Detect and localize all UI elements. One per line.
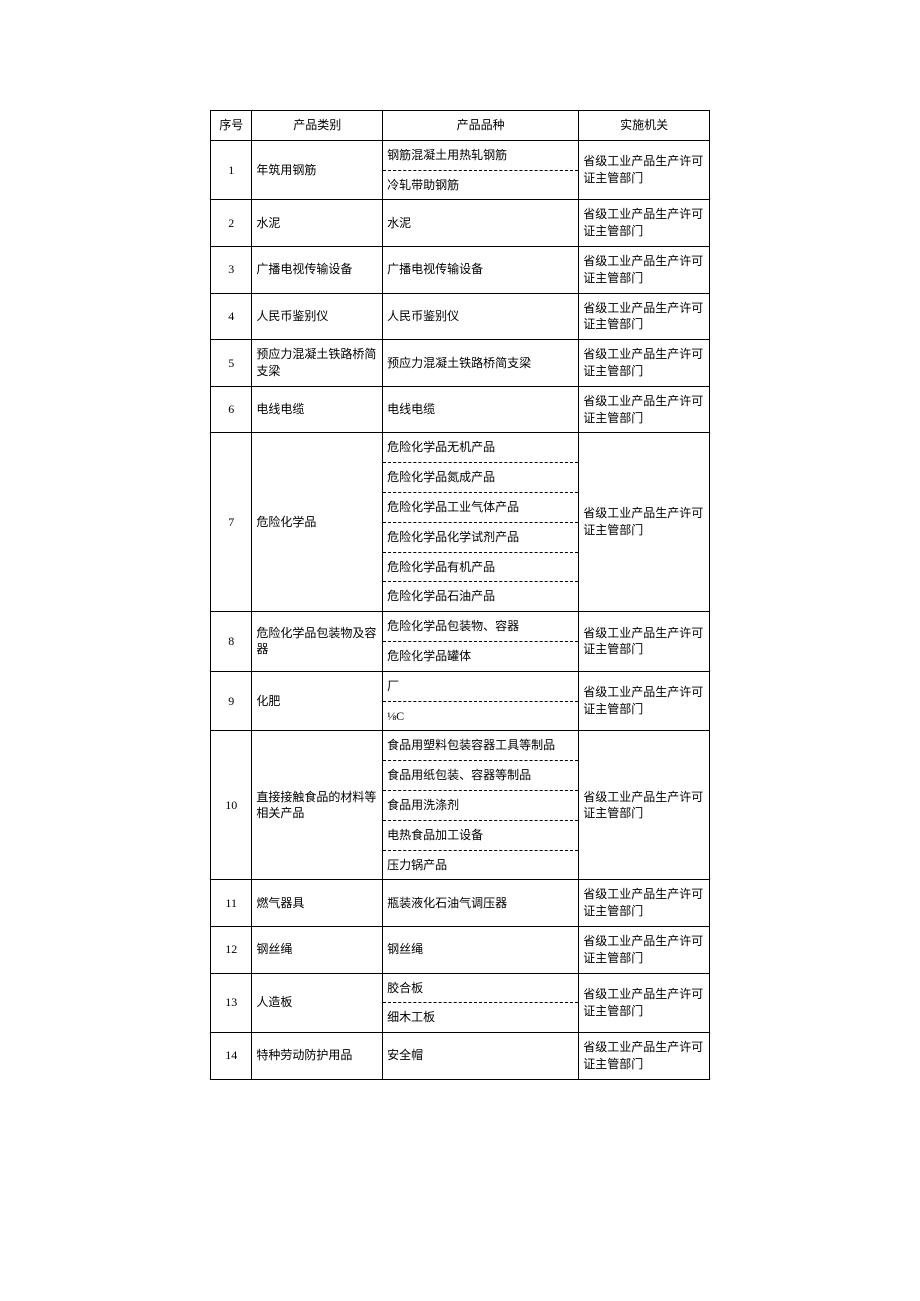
cell-category: 人民币鉴别仪 [252, 293, 383, 340]
cell-authority: 省级工业产品生产许可证主管部门 [579, 926, 710, 973]
cell-variety: 危险化学品石油产品 [383, 582, 579, 612]
cell-num: 13 [211, 973, 252, 1033]
cell-authority: 省级工业产品生产许可证主管部门 [579, 880, 710, 927]
table-row: 12钢丝绳钢丝绳省级工业产品生产许可证主管部门 [211, 926, 710, 973]
cell-variety: 危险化学品包装物、容器 [383, 612, 579, 642]
cell-category: 直接接触食品的材料等相关产品 [252, 731, 383, 880]
cell-category: 水泥 [252, 200, 383, 247]
header-category: 产品类别 [252, 111, 383, 141]
cell-variety: 水泥 [383, 200, 579, 247]
cell-variety: 危险化学品氮成产品 [383, 463, 579, 493]
cell-authority: 省级工业产品生产许可证主管部门 [579, 246, 710, 293]
cell-category: 特种劳动防护用品 [252, 1033, 383, 1080]
table-header-row: 序号 产品类别 产品品种 实施机关 [211, 111, 710, 141]
cell-variety: ⅛C [383, 701, 579, 731]
cell-variety: 钢筋混凝土用热轧钢筋 [383, 140, 579, 170]
cell-num: 5 [211, 340, 252, 387]
product-license-table: 序号 产品类别 产品品种 实施机关 1年筑用钢筋钢筋混凝土用热轧钢筋省级工业产品… [210, 110, 710, 1080]
cell-num: 7 [211, 433, 252, 612]
cell-num: 3 [211, 246, 252, 293]
cell-authority: 省级工业产品生产许可证主管部门 [579, 731, 710, 880]
cell-category: 危险化学品包装物及容器 [252, 612, 383, 672]
table-row: 11燃气器具瓶装液化石油气调压器省级工业产品生产许可证主管部门 [211, 880, 710, 927]
cell-num: 11 [211, 880, 252, 927]
cell-variety: 电热食品加工设备 [383, 820, 579, 850]
cell-num: 14 [211, 1033, 252, 1080]
cell-authority: 省级工业产品生产许可证主管部门 [579, 671, 710, 731]
cell-authority: 省级工业产品生产许可证主管部门 [579, 386, 710, 433]
table-row: 1年筑用钢筋钢筋混凝土用热轧钢筋省级工业产品生产许可证主管部门 [211, 140, 710, 170]
cell-variety: 广播电视传输设备 [383, 246, 579, 293]
cell-variety: 压力锅产品 [383, 850, 579, 880]
cell-category: 年筑用钢筋 [252, 140, 383, 200]
table-row: 13人造板胶合板省级工业产品生产许可证主管部门 [211, 973, 710, 1003]
table-row: 10直接接触食品的材料等相关产品食品用塑料包装容器工具等制品省级工业产品生产许可… [211, 731, 710, 761]
cell-num: 2 [211, 200, 252, 247]
cell-num: 12 [211, 926, 252, 973]
table-row: 7危险化学品危险化学品无机产品省级工业产品生产许可证主管部门 [211, 433, 710, 463]
cell-category: 化肥 [252, 671, 383, 731]
cell-variety: 危险化学品工业气体产品 [383, 492, 579, 522]
table-row: 4人民币鉴别仪人民币鉴别仪省级工业产品生产许可证主管部门 [211, 293, 710, 340]
cell-authority: 省级工业产品生产许可证主管部门 [579, 1033, 710, 1080]
table-row: 3广播电视传输设备广播电视传输设备省级工业产品生产许可证主管部门 [211, 246, 710, 293]
cell-category: 电线电缆 [252, 386, 383, 433]
cell-authority: 省级工业产品生产许可证主管部门 [579, 340, 710, 387]
header-variety: 产品品种 [383, 111, 579, 141]
cell-variety: 危险化学品化学试剂产品 [383, 522, 579, 552]
header-num: 序号 [211, 111, 252, 141]
cell-variety: 电线电缆 [383, 386, 579, 433]
cell-num: 1 [211, 140, 252, 200]
cell-category: 燃气器具 [252, 880, 383, 927]
cell-authority: 省级工业产品生产许可证主管部门 [579, 293, 710, 340]
table-row: 14特种劳动防护用品安全帽省级工业产品生产许可证主管部门 [211, 1033, 710, 1080]
cell-variety: 冷轧带助钢筋 [383, 170, 579, 200]
cell-authority: 省级工业产品生产许可证主管部门 [579, 200, 710, 247]
table-row: 2水泥水泥省级工业产品生产许可证主管部门 [211, 200, 710, 247]
cell-authority: 省级工业产品生产许可证主管部门 [579, 433, 710, 612]
table-row: 9化肥厂省级工业产品生产许可证主管部门 [211, 671, 710, 701]
cell-variety: 危险化学品有机产品 [383, 552, 579, 582]
cell-num: 8 [211, 612, 252, 672]
cell-variety: 人民币鉴别仪 [383, 293, 579, 340]
cell-category: 钢丝绳 [252, 926, 383, 973]
cell-variety: 细木工板 [383, 1003, 579, 1033]
cell-variety: 胶合板 [383, 973, 579, 1003]
cell-variety: 食品用洗涤剂 [383, 790, 579, 820]
cell-variety: 食品用塑料包装容器工具等制品 [383, 731, 579, 761]
cell-variety: 厂 [383, 671, 579, 701]
cell-authority: 省级工业产品生产许可证主管部门 [579, 140, 710, 200]
cell-category: 广播电视传输设备 [252, 246, 383, 293]
cell-authority: 省级工业产品生产许可证主管部门 [579, 612, 710, 672]
cell-variety: 危险化学品罐体 [383, 641, 579, 671]
cell-category: 危险化学品 [252, 433, 383, 612]
cell-category: 预应力混凝土铁路桥简支梁 [252, 340, 383, 387]
cell-variety: 危险化学品无机产品 [383, 433, 579, 463]
cell-num: 4 [211, 293, 252, 340]
header-authority: 实施机关 [579, 111, 710, 141]
cell-variety: 安全帽 [383, 1033, 579, 1080]
cell-variety: 钢丝绳 [383, 926, 579, 973]
cell-num: 9 [211, 671, 252, 731]
table-row: 6电线电缆电线电缆省级工业产品生产许可证主管部门 [211, 386, 710, 433]
cell-num: 10 [211, 731, 252, 880]
cell-variety: 食品用纸包装、容器等制品 [383, 761, 579, 791]
table-row: 8危险化学品包装物及容器危险化学品包装物、容器省级工业产品生产许可证主管部门 [211, 612, 710, 642]
cell-variety: 预应力混凝土铁路桥简支梁 [383, 340, 579, 387]
cell-authority: 省级工业产品生产许可证主管部门 [579, 973, 710, 1033]
cell-variety: 瓶装液化石油气调压器 [383, 880, 579, 927]
cell-category: 人造板 [252, 973, 383, 1033]
cell-num: 6 [211, 386, 252, 433]
table-row: 5预应力混凝土铁路桥简支梁预应力混凝土铁路桥简支梁省级工业产品生产许可证主管部门 [211, 340, 710, 387]
